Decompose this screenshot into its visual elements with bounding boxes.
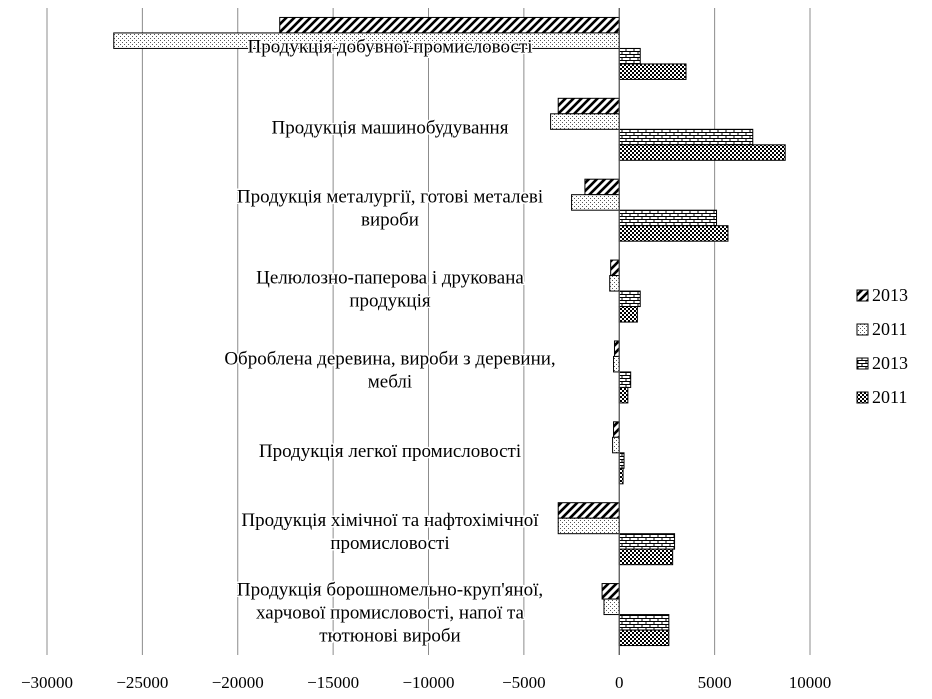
bar-1-series-0 <box>557 97 620 115</box>
category-label-4-line-0: Оброблена деревина, вироби з деревини, <box>224 348 555 369</box>
category-label-6-line-1: промисловості <box>330 533 449 554</box>
category-label-7-line-0: Продукція борошномельно-круп'яної, <box>237 580 543 601</box>
bar-1-series-1 <box>550 113 620 130</box>
category-label-4-line-1: меблі <box>368 371 412 392</box>
legend-swatch-0 <box>856 289 869 302</box>
legend: 2013 2011 2013 2011 <box>856 285 908 407</box>
bar-1-series-3 <box>618 144 786 161</box>
x-tick-label-5: −5000 <box>502 673 546 692</box>
legend-swatch-3 <box>856 391 869 404</box>
bar-3-series-1 <box>609 275 620 292</box>
bar-3-series-3 <box>618 306 638 323</box>
category-label-4: Оброблена деревина, вироби з деревини, ме… <box>224 348 555 392</box>
category-label-6-line-0: Продукція хімічної та нафтохімічної <box>241 510 539 531</box>
category-label-2: Продукція металургії, готові металеві вир… <box>237 187 543 231</box>
category-label-3: Целюлозно-паперова і друкована продукція <box>256 268 524 312</box>
bars <box>113 16 786 647</box>
category-label-5: Продукція легкої промисловості <box>259 441 521 462</box>
x-tick-label-6: 0 <box>615 673 624 692</box>
bar-6-series-0 <box>557 502 620 519</box>
bar-4-series-3 <box>618 386 629 404</box>
category-label-6: Продукція хімічної та нафтохімічної проми… <box>241 510 539 554</box>
bar-2-series-1 <box>571 194 620 211</box>
category-label-3-line-1: продукція <box>349 291 430 312</box>
legend-label-0: 2013 <box>872 285 908 305</box>
x-tick-label-3: −15000 <box>307 673 359 692</box>
x-tick-label-2: −20000 <box>212 673 264 692</box>
grid-lines <box>46 8 811 655</box>
x-tick-label-0: −30000 <box>21 673 73 692</box>
bar-7-series-1 <box>603 598 620 616</box>
bar-2-series-2 <box>618 209 718 227</box>
bar-7-series-2 <box>618 614 670 631</box>
bar-3-series-0 <box>610 259 620 277</box>
category-label-7-line-2: тютюнові вироби <box>319 626 460 647</box>
bar-7-series-0 <box>601 583 620 600</box>
category-label-7: Продукція борошномельно-круп'яної, харчов… <box>237 580 543 647</box>
category-label-5-line-0: Продукція легкої промисловості <box>259 441 521 462</box>
bar-5-series-1 <box>612 436 620 454</box>
legend-swatch-2 <box>856 357 869 370</box>
category-label-2-line-1: вироби <box>361 210 419 231</box>
bar-4-series-1 <box>613 355 620 373</box>
legend-label-1: 2011 <box>872 319 907 339</box>
bar-2-series-0 <box>584 178 620 196</box>
bar-6-series-2 <box>618 533 676 550</box>
bar-5-series-0 <box>613 421 620 438</box>
category-label-0: Продукція добувної промисловості <box>247 36 532 57</box>
category-label-1: Продукція машинобудування <box>272 117 509 138</box>
category-label-3-line-0: Целюлозно-паперова і друкована <box>256 268 524 289</box>
bar-1-series-2 <box>618 128 754 146</box>
bar-4-series-0 <box>613 340 620 357</box>
category-label-1-line-0: Продукція машинобудування <box>272 117 509 138</box>
legend-swatch-1 <box>856 323 869 336</box>
bar-5-series-2 <box>618 452 625 469</box>
category-label-0-line-0: Продукція добувної промисловості <box>247 36 532 57</box>
bar-0-series-3 <box>618 63 687 80</box>
bar-7-series-3 <box>618 629 670 647</box>
x-tick-label-7: 5000 <box>698 673 732 692</box>
legend-label-2: 2013 <box>872 353 908 373</box>
bar-2-series-3 <box>618 225 729 242</box>
x-tick-label-1: −25000 <box>116 673 168 692</box>
x-tick-labels: −30000 −25000 −20000 −15000 −10000 −5000 0 5000… <box>21 673 831 692</box>
bar-0-series-2 <box>618 47 641 65</box>
bar-4-series-2 <box>618 371 632 388</box>
x-tick-label-8: 10000 <box>789 673 832 692</box>
category-label-2-line-0: Продукція металургії, готові металеві <box>237 187 543 208</box>
bar-6-series-1 <box>557 517 620 535</box>
x-tick-label-4: −10000 <box>402 673 454 692</box>
legend-label-3: 2011 <box>872 387 907 407</box>
bar-3-series-2 <box>618 290 641 308</box>
category-label-7-line-1: харчової промисловості, напої та <box>256 603 524 624</box>
category-labels: Продукція добувної промисловості Продукці… <box>223 35 557 648</box>
bar-6-series-3 <box>618 548 674 566</box>
bar-0-series-0 <box>279 16 620 34</box>
